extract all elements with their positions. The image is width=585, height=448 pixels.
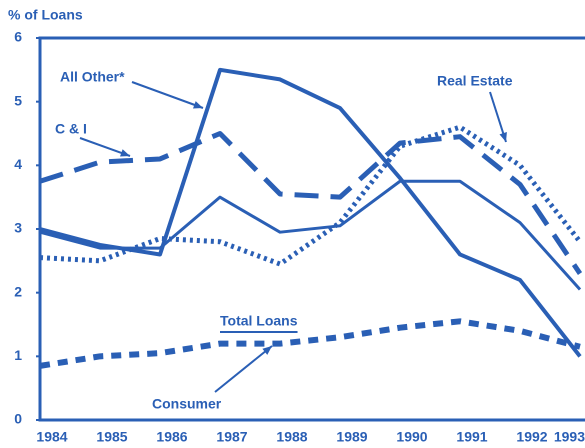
arrow-head	[193, 101, 203, 109]
series-line	[39, 67, 582, 358]
y-tick-label: 0	[14, 411, 22, 427]
y-tick-label: 5	[14, 92, 22, 108]
series-label: C & I	[55, 121, 87, 137]
x-tick-label: 1985	[96, 429, 127, 445]
x-tick-label: 1990	[396, 429, 427, 445]
label-arrow	[214, 345, 273, 393]
series-line	[39, 131, 583, 275]
arrow-head	[499, 132, 507, 142]
series-label: Total Loans	[220, 313, 298, 329]
series-label: Real Estate	[437, 73, 513, 89]
arrow-head	[262, 346, 272, 355]
y-tick-label: 1	[14, 347, 22, 363]
x-tick-label: 1987	[216, 429, 247, 445]
y-tick-label: 2	[14, 283, 22, 299]
x-tick-label: 1984	[36, 429, 67, 445]
x-tick-label: 1992	[516, 429, 547, 445]
series-label: Consumer	[152, 396, 222, 412]
series-line	[39, 124, 582, 267]
label-arrow	[131, 81, 204, 109]
x-tick-label: 1986	[156, 429, 187, 445]
y-tick-label: 6	[14, 29, 22, 45]
y-tick-label: 4	[14, 156, 22, 172]
series-line	[39, 318, 581, 369]
x-tick-label: 1991	[456, 429, 487, 445]
y-tick-label: 3	[14, 220, 22, 236]
series-label: All Other*	[60, 69, 125, 85]
series-line	[39, 179, 582, 291]
x-tick-label: 1989	[336, 429, 367, 445]
x-tick-label: 1988	[276, 429, 307, 445]
y-axis-label: % of Loans	[8, 7, 83, 23]
arrow-head	[120, 149, 130, 157]
x-tick-label: 1993	[554, 429, 585, 445]
